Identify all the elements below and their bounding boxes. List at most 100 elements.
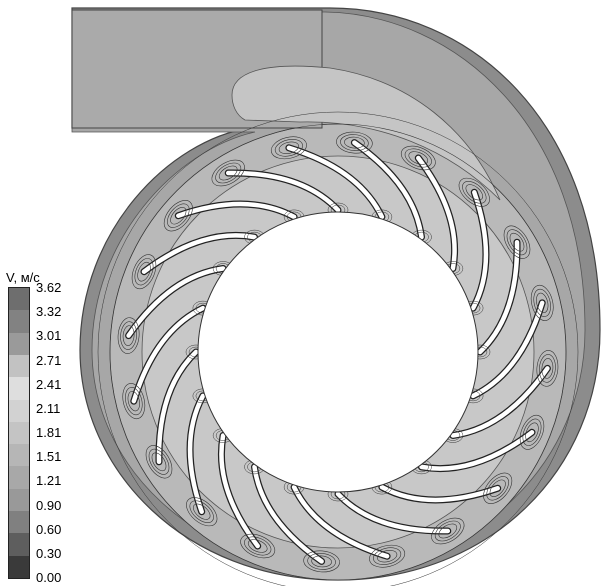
velocity-contour-line	[311, 555, 332, 568]
velocity-contour-line	[530, 284, 554, 321]
blade	[131, 305, 206, 404]
velocity-contour-line	[240, 533, 276, 559]
legend-tick-label: 3.01	[36, 328, 62, 344]
velocity-contour-line	[151, 452, 167, 472]
velocity-contour-line	[186, 497, 218, 527]
velocity-contour-line	[506, 229, 528, 256]
velocity-contour-line	[278, 141, 300, 154]
legend-swatch	[9, 288, 29, 311]
velocity-contour-line	[483, 472, 513, 504]
legend-swatch	[9, 511, 29, 534]
legend-tick-label: 3.62	[36, 280, 62, 295]
velocity-contour-line	[522, 418, 542, 446]
velocity-contour-line	[489, 479, 506, 498]
velocity-contour-line	[541, 358, 554, 379]
impeller-blades	[125, 139, 551, 565]
blade	[470, 190, 489, 311]
legend-tick-labels: 3.62 3.32 3.01 2.71 2.41 2.11 1.81 1.51 1.21 0.90…	[36, 280, 96, 585]
legend-swatch	[9, 310, 29, 334]
blade	[379, 484, 500, 503]
velocity-contour-line	[434, 520, 461, 542]
velocity-contour-line	[408, 151, 429, 165]
velocity-contour-line	[369, 544, 406, 568]
blade	[141, 233, 257, 274]
blade	[252, 464, 324, 564]
legend-swatch	[9, 332, 29, 356]
blade	[156, 349, 199, 465]
blade	[225, 170, 341, 213]
velocity-contour-line	[137, 261, 151, 282]
velocity-contour-line	[244, 536, 272, 556]
legend-swatch	[9, 466, 29, 490]
velocity-contour-line	[134, 258, 154, 286]
legend-tick-label: 2.11	[36, 400, 61, 416]
legend-tick-label: 2.41	[36, 376, 62, 392]
legend-swatch	[9, 354, 29, 378]
velocity-contour-line	[525, 422, 539, 443]
legend-tick-label: 0.30	[36, 545, 62, 561]
velocity-contour-line	[97, 111, 579, 586]
outlet-light-region	[231, 65, 501, 201]
legend-color-bar	[8, 287, 30, 579]
velocity-contour-line	[519, 414, 545, 450]
velocity-contour-line	[125, 387, 143, 416]
velocity-contour-line	[109, 123, 567, 581]
velocity-contour-line	[120, 321, 137, 350]
velocity-contour-line	[539, 354, 556, 383]
velocity-contour-line	[465, 184, 484, 201]
outlet-duct	[71, 9, 501, 201]
velocity-contour-line	[145, 445, 173, 479]
blade	[126, 266, 226, 338]
legend-tick-label: 0.60	[36, 521, 62, 537]
blade	[352, 140, 424, 240]
velocity-contour-line	[462, 181, 487, 204]
velocity-contour-line	[274, 139, 303, 157]
legend-tick-label: 1.51	[36, 449, 62, 465]
blade	[286, 145, 385, 220]
velocity-contour-line	[167, 203, 190, 228]
velocity-contour-line	[163, 200, 193, 232]
velocity-contour-line	[503, 225, 531, 259]
legend-swatch	[9, 444, 29, 467]
blade	[477, 239, 520, 355]
velocity-contour-line	[127, 390, 140, 412]
legend-swatch	[9, 421, 29, 445]
velocity-contour-line	[303, 550, 340, 573]
velocity-contour-line	[215, 162, 242, 184]
velocity-contour-line	[192, 503, 211, 520]
legend-swatch	[9, 399, 29, 423]
blade	[470, 300, 545, 399]
velocity-contour-line	[117, 317, 140, 354]
impeller-hub-disk	[197, 211, 479, 493]
legend-tick-label: 1.21	[36, 473, 62, 489]
velocity-contour-line	[270, 136, 307, 160]
velocity-contour-line	[431, 517, 465, 545]
blade	[335, 491, 451, 534]
legend-tick-label: 2.71	[36, 352, 62, 368]
blade	[450, 366, 550, 438]
blade	[176, 201, 297, 220]
blade	[419, 430, 535, 471]
velocity-contour-line	[533, 288, 551, 317]
blade	[416, 155, 457, 271]
velocity-contour-line	[148, 448, 170, 475]
velocity-contour-line	[376, 550, 398, 563]
legend-swatch	[9, 533, 29, 557]
velocity-contour-line	[373, 547, 402, 565]
velocity-contour-line	[189, 500, 214, 523]
velocity-contour-line	[218, 165, 238, 181]
blade	[187, 393, 206, 514]
velocity-contour-line	[458, 177, 490, 207]
blade	[291, 484, 390, 559]
velocity-contour-line	[536, 292, 549, 314]
velocity-contour-line	[400, 145, 436, 171]
velocity-contour-line	[438, 523, 458, 539]
legend-swatch	[9, 488, 29, 512]
impeller-hub	[197, 211, 479, 493]
legend-tick-label: 0.00	[36, 570, 62, 585]
velocity-contour-line	[122, 325, 135, 346]
legend-title: V, м/с	[6, 270, 40, 285]
velocity-contour-line	[344, 136, 365, 149]
velocity-contour-line	[307, 553, 336, 570]
